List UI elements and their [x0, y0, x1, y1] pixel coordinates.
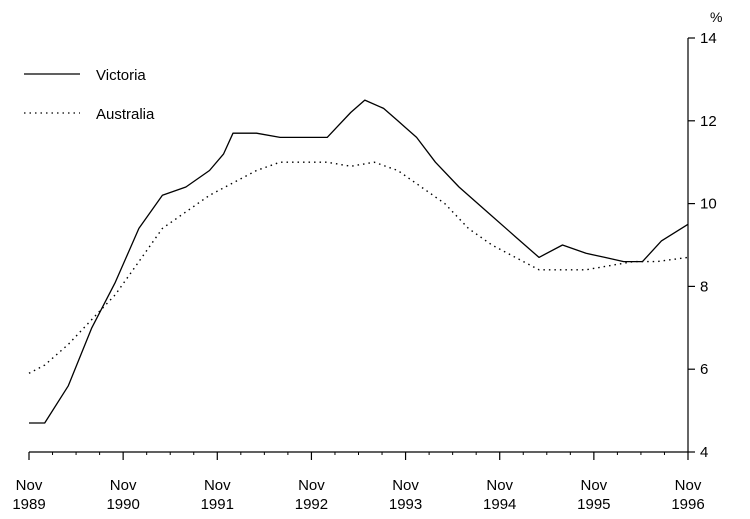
x-tick-label-month: Nov	[581, 477, 608, 494]
y-tick-label: 6	[700, 361, 708, 378]
x-tick-label-month: Nov	[204, 477, 231, 494]
x-tick-label-month: Nov	[298, 477, 325, 494]
x-tick-label-year: 1992	[295, 496, 328, 513]
series-line-victoria	[29, 99, 689, 424]
axes: 4 6 8 10 12 14% Nov 1989 Nov 1990 Nov 1991 Nov 1992 No…	[12, 9, 722, 513]
y-unit-label: %	[710, 9, 722, 25]
x-tick-label-month: Nov	[486, 477, 513, 494]
x-tick-label-year: 1996	[671, 496, 704, 513]
series-line-australia	[28, 161, 689, 374]
x-tick-label-month: Nov	[110, 477, 137, 494]
x-tick-label-month: Nov	[675, 477, 702, 494]
y-tick-label: 8	[700, 278, 708, 295]
x-tick-label-year: 1995	[577, 496, 610, 513]
legend-label-victoria: Victoria	[96, 67, 146, 84]
x-tick-label-year: 1989	[12, 496, 45, 513]
series-layer	[28, 99, 689, 424]
x-tick-label-month: Nov	[16, 477, 43, 494]
y-tick-label: 12	[700, 113, 717, 130]
y-tick-label: 10	[700, 196, 717, 213]
legend: Victoria Australia	[24, 67, 155, 123]
y-tick-label: 4	[700, 444, 708, 461]
x-tick-label-year: 1993	[389, 496, 422, 513]
x-tick-label-month: Nov	[392, 477, 419, 494]
x-tick-label-year: 1990	[106, 496, 139, 513]
legend-label-australia: Australia	[96, 106, 155, 123]
x-tick-label-year: 1991	[201, 496, 234, 513]
y-tick-label: 14	[700, 30, 717, 47]
x-tick-label-year: 1994	[483, 496, 516, 513]
